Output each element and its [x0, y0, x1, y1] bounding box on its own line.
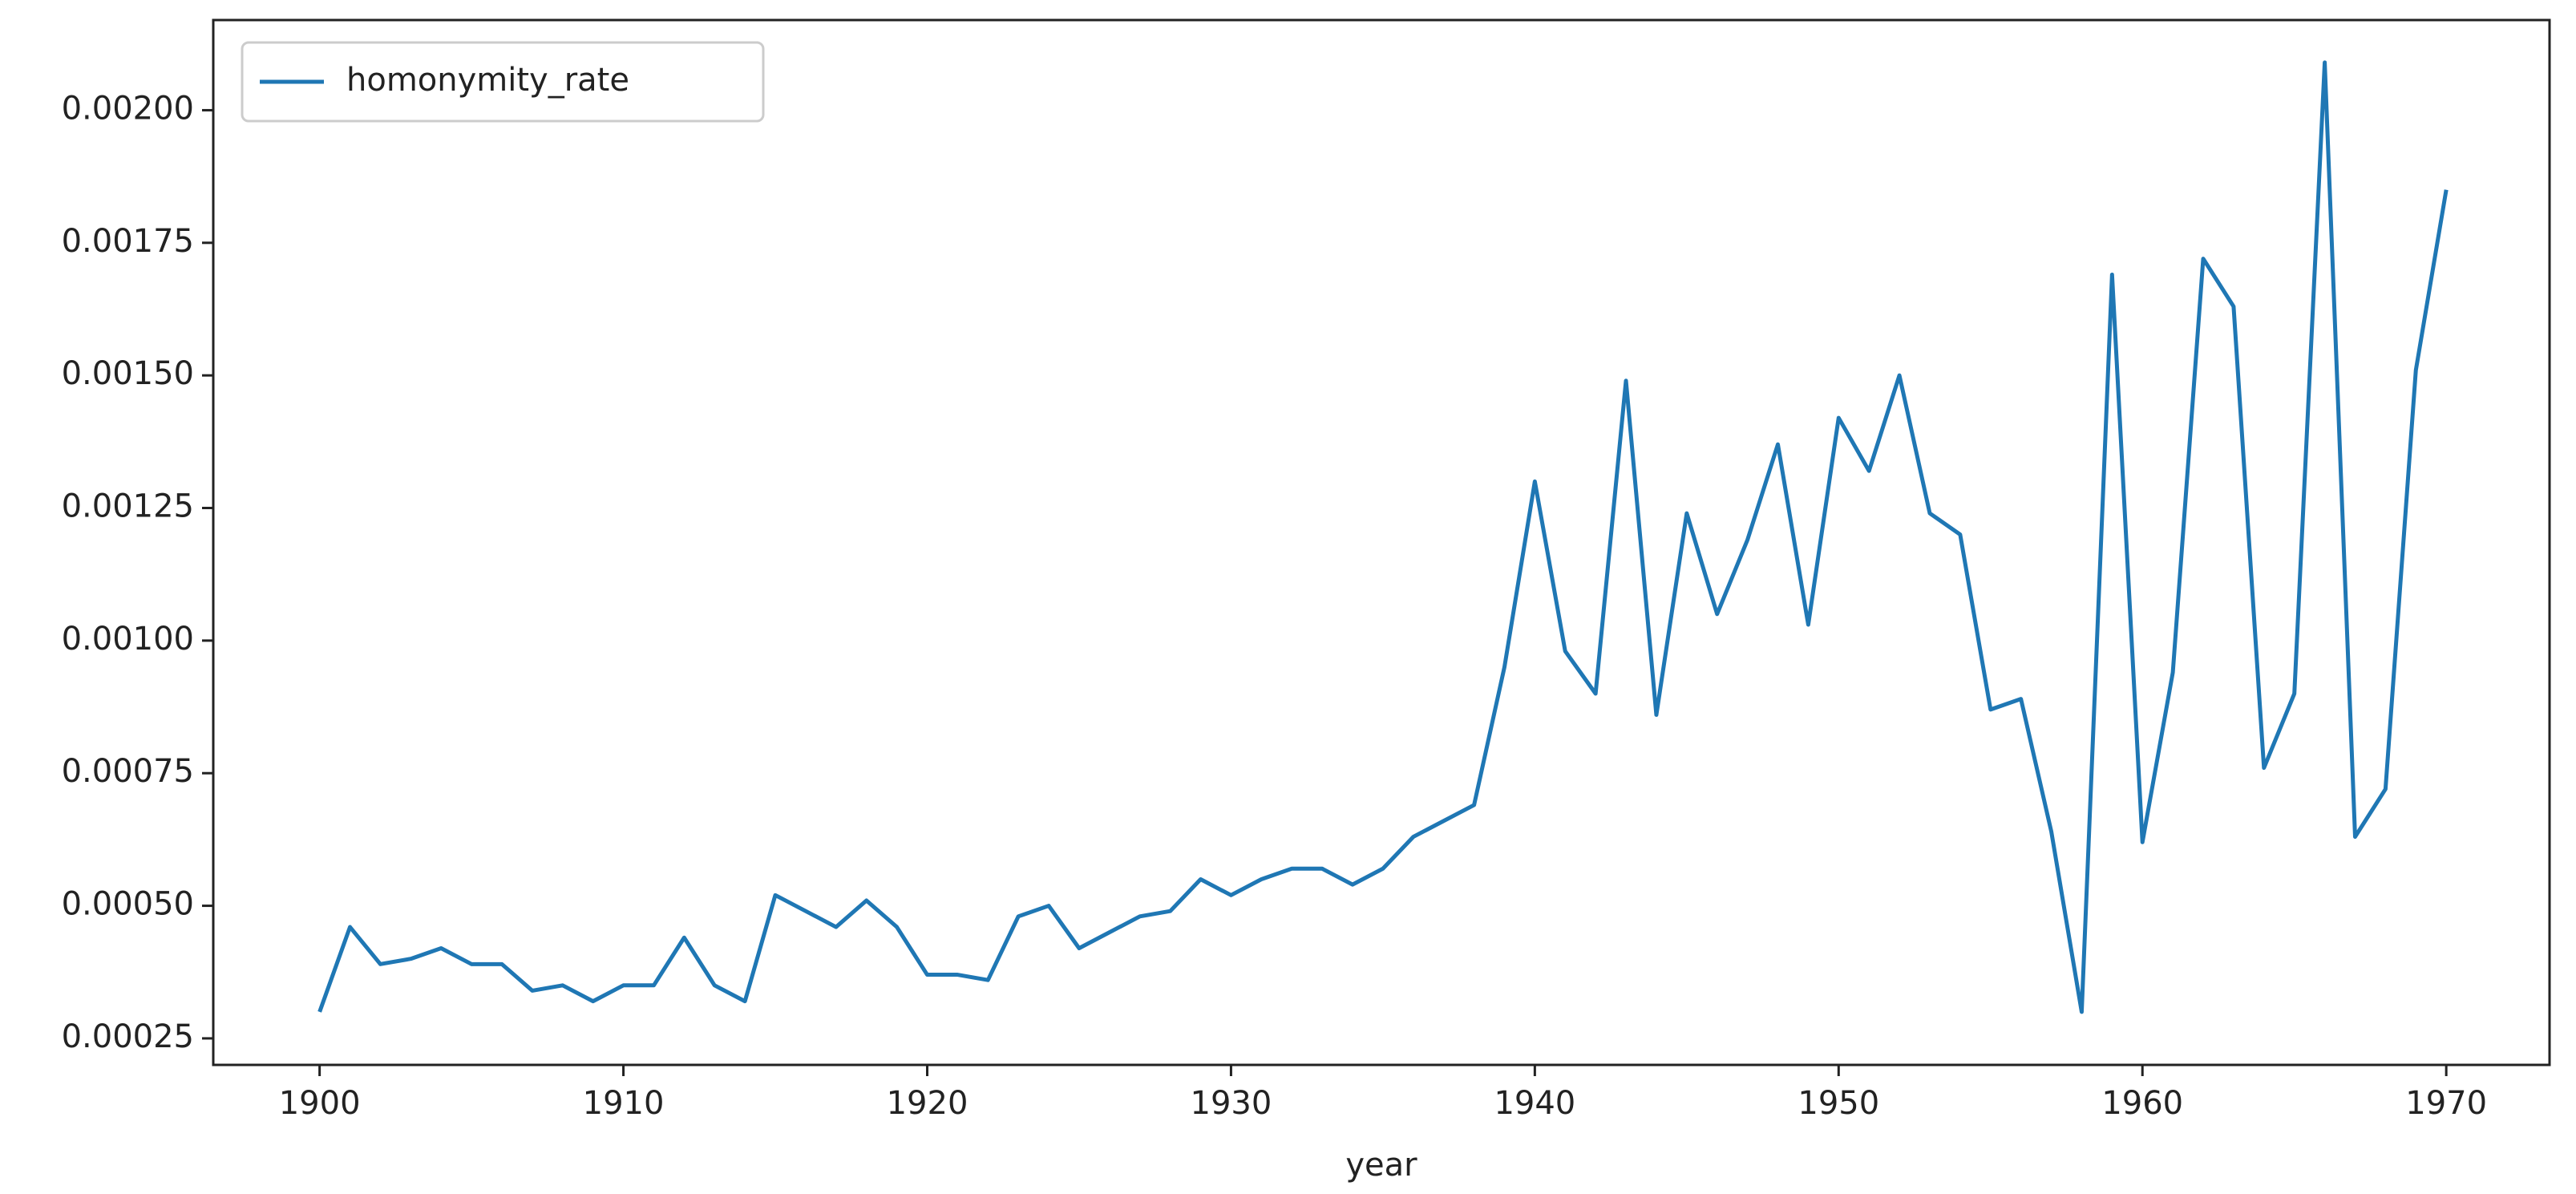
x-axis-label: year — [1345, 1147, 1417, 1184]
y-tick-label: 0.00075 — [62, 753, 194, 790]
y-tick-label: 0.00200 — [62, 90, 194, 127]
x-tick-label: 1970 — [2405, 1085, 2487, 1122]
x-tick-label: 1910 — [583, 1085, 665, 1122]
x-tick-label: 1920 — [887, 1085, 969, 1122]
x-tick-label: 1940 — [1494, 1085, 1575, 1122]
y-tick-label: 0.00175 — [62, 223, 194, 260]
x-tick-label: 1900 — [279, 1085, 361, 1122]
data-line — [317, 60, 2449, 1014]
y-tick-label: 0.00050 — [62, 886, 194, 923]
legend-label: homonymity_rate — [346, 62, 629, 99]
plot-frame — [212, 18, 2551, 1067]
y-tick-label: 0.00125 — [62, 488, 194, 525]
legend-box — [241, 41, 765, 123]
y-tick-label: 0.00150 — [62, 355, 194, 392]
y-tick-label: 0.00025 — [62, 1018, 194, 1055]
x-tick-label: 1960 — [2101, 1085, 2183, 1122]
x-tick-label: 1930 — [1191, 1085, 1272, 1122]
x-tick-label: 1950 — [1798, 1085, 1879, 1122]
y-tick-label: 0.00100 — [62, 621, 194, 658]
